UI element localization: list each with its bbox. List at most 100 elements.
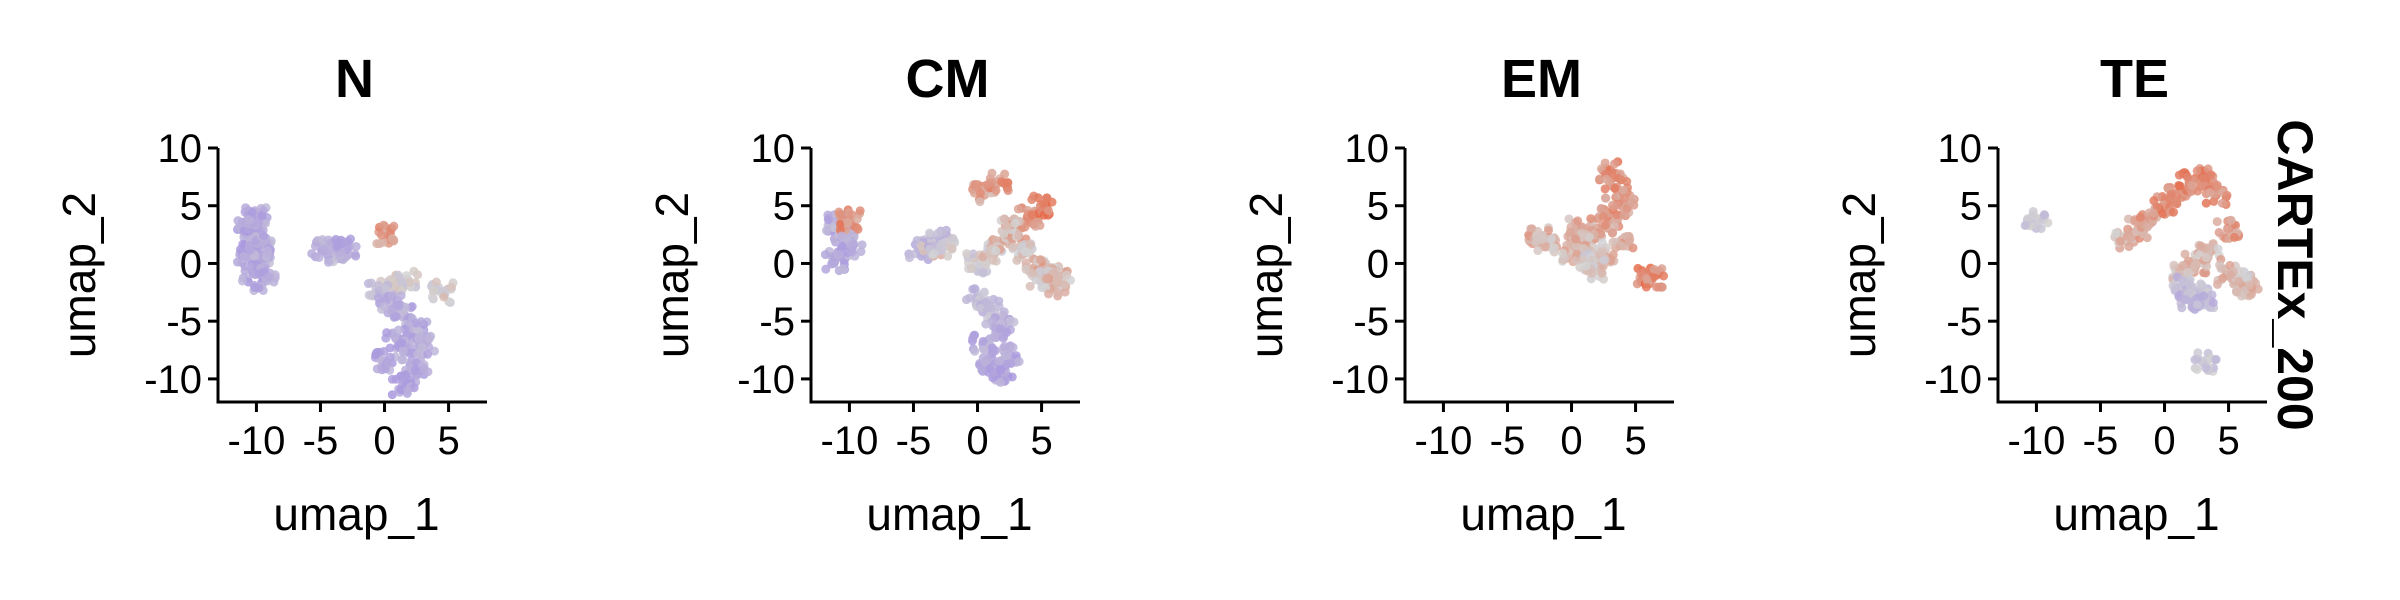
data-point xyxy=(1659,271,1669,281)
data-point xyxy=(372,347,382,357)
data-point xyxy=(412,358,422,368)
y-tick-label: -10 xyxy=(1331,358,1389,402)
data-point xyxy=(387,390,397,400)
data-point xyxy=(394,301,404,311)
data-point xyxy=(2207,290,2217,300)
data-point xyxy=(1002,222,1012,232)
data-point xyxy=(2234,276,2244,286)
data-point xyxy=(968,284,978,294)
data-point xyxy=(237,276,247,286)
y-tick-label: -5 xyxy=(1353,300,1389,344)
x-axis-label: umap_1 xyxy=(1460,488,1626,540)
data-point xyxy=(1025,281,1035,291)
y-tick-label: 0 xyxy=(1960,242,1982,286)
x-tick-label: 5 xyxy=(1624,419,1646,463)
data-point xyxy=(1012,255,1022,265)
data-point xyxy=(2111,228,2121,238)
data-point xyxy=(837,231,847,241)
data-point xyxy=(933,228,943,238)
data-point xyxy=(837,241,847,251)
data-point xyxy=(1570,234,1580,244)
data-point xyxy=(351,251,361,261)
data-point xyxy=(1059,280,1069,290)
y-tick-label: 10 xyxy=(751,127,796,171)
data-point xyxy=(1581,261,1591,271)
data-point xyxy=(853,224,863,234)
data-point xyxy=(2180,249,2190,259)
scatter-points xyxy=(820,168,1075,387)
data-point xyxy=(314,253,324,263)
data-point xyxy=(310,241,320,251)
data-point xyxy=(847,247,857,257)
data-point xyxy=(917,241,927,251)
data-point xyxy=(2190,261,2200,271)
data-point xyxy=(994,296,1004,306)
scatter-points xyxy=(1524,157,1669,292)
data-point xyxy=(1599,255,1609,265)
data-point xyxy=(2214,227,2224,237)
data-point xyxy=(2201,253,2211,263)
data-point xyxy=(2196,241,2206,251)
data-point xyxy=(937,245,947,255)
data-point xyxy=(967,264,977,274)
data-point xyxy=(1616,175,1626,185)
data-point xyxy=(975,197,985,207)
data-point xyxy=(986,301,996,311)
y-axis-label: umap_2 xyxy=(1240,192,1292,358)
data-point xyxy=(410,366,420,376)
data-point xyxy=(1607,200,1617,210)
data-point xyxy=(2020,220,2030,230)
data-point xyxy=(1024,240,1034,250)
y-tick-label: 5 xyxy=(1367,185,1389,229)
data-point xyxy=(400,370,410,380)
scatter-points xyxy=(232,203,458,400)
data-point xyxy=(1595,174,1605,184)
data-point xyxy=(1624,236,1634,246)
data-point xyxy=(1044,289,1054,299)
data-point xyxy=(2148,208,2158,218)
data-point xyxy=(979,287,989,297)
y-tick-label: 5 xyxy=(1960,185,1982,229)
data-point xyxy=(1014,231,1024,241)
data-point xyxy=(383,359,393,369)
data-point xyxy=(2199,291,2209,301)
data-point xyxy=(2039,210,2049,220)
data-point xyxy=(2246,289,2256,299)
data-point xyxy=(1035,266,1045,276)
data-point xyxy=(1533,246,1543,256)
data-point xyxy=(962,249,972,259)
data-point xyxy=(396,291,406,301)
data-point xyxy=(1543,225,1553,235)
x-tick-label: 5 xyxy=(1030,419,1052,463)
data-point xyxy=(262,246,272,256)
data-point xyxy=(1540,242,1550,252)
data-point xyxy=(1043,205,1053,215)
y-axis-label: umap_2 xyxy=(646,192,698,358)
data-point xyxy=(2166,189,2176,199)
x-tick-label: 0 xyxy=(966,419,988,463)
data-point xyxy=(905,253,915,263)
data-point xyxy=(1596,229,1606,239)
data-point xyxy=(409,266,419,276)
data-point xyxy=(994,356,1004,366)
data-point xyxy=(2123,214,2133,224)
data-point xyxy=(2169,260,2179,270)
data-point xyxy=(1608,228,1618,238)
data-point xyxy=(2193,348,2203,358)
data-point xyxy=(241,203,251,213)
panel-title: TE xyxy=(2100,49,2169,109)
data-point xyxy=(1652,282,1662,292)
data-point xyxy=(403,385,413,395)
x-tick-label: -10 xyxy=(821,419,879,463)
data-point xyxy=(948,233,958,243)
data-point xyxy=(982,180,992,190)
data-point xyxy=(1027,195,1037,205)
data-point xyxy=(1013,204,1023,214)
y-axis-label: umap_2 xyxy=(1833,192,1885,358)
data-point xyxy=(2174,181,2184,191)
data-point xyxy=(364,290,374,300)
data-point xyxy=(2183,172,2193,182)
